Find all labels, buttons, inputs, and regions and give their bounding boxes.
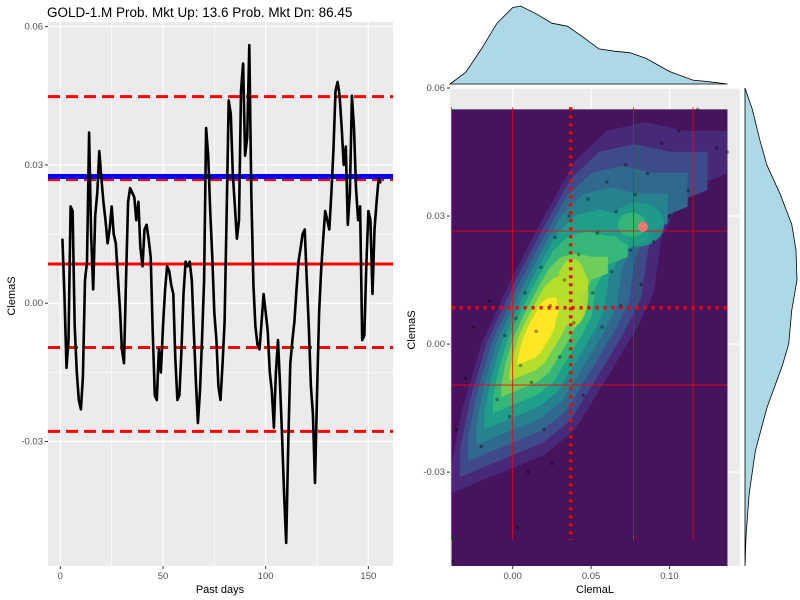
density-lobe (617, 212, 646, 237)
scatter-point (725, 150, 730, 154)
scatter-point (507, 414, 512, 419)
right-marginal-density (744, 87, 798, 567)
scatter-point (586, 197, 590, 201)
scatter-point (550, 461, 554, 466)
scatter-point (609, 269, 614, 274)
scatter-point (590, 291, 595, 295)
right-x-tick-label: 0.05 (582, 571, 601, 582)
scatter-point (451, 559, 455, 564)
scatter-point (495, 397, 499, 402)
right-y-tick-label: 0.00 (427, 339, 446, 350)
scatter-point (645, 171, 650, 176)
scatter-point (557, 355, 562, 359)
scatter-point (667, 214, 672, 218)
density-band (517, 297, 568, 365)
right-density-chart: 0.00 0.05 0.10 -0.03 0.00 0.03 0.06 (423, 5, 798, 582)
scatter-point (471, 325, 476, 329)
scatter-point (572, 320, 576, 325)
scatter-point (463, 376, 468, 381)
scatter-point (659, 141, 664, 146)
scatter-point (515, 525, 520, 530)
scatter-point (581, 393, 586, 398)
right-y-tick-label: -0.03 (423, 467, 445, 478)
top-marginal-density (448, 5, 728, 85)
left-chart-title: GOLD-1.M Prob. Mkt Up: 13.6 Prob. Mkt Dn… (47, 5, 352, 20)
scatter-point (619, 303, 623, 308)
right-x-tick-label: 0.10 (660, 571, 679, 582)
scatter-point (487, 299, 491, 304)
scatter-point (534, 329, 539, 334)
scatter-point (539, 265, 543, 270)
scatter-point (714, 145, 719, 150)
scatter-point (523, 291, 528, 295)
right-x-axis-label: ClemaL (576, 584, 614, 596)
scatter-point (639, 282, 644, 287)
scatter-point (686, 188, 691, 193)
left-y-tick-label: 0.03 (25, 160, 44, 171)
scatter-point (542, 427, 546, 432)
left-x-axis-label: Past days (196, 584, 245, 596)
scatter-point (604, 180, 609, 184)
scatter-point (623, 163, 628, 167)
current-point (637, 221, 648, 232)
scatter-point (503, 333, 507, 338)
left-y-axis-label: ClemaS (6, 276, 18, 315)
scatter-point (633, 192, 637, 197)
left-x-tick-label: 150 (360, 571, 376, 582)
scatter-point (600, 325, 604, 329)
scatter-point (677, 128, 681, 133)
scatter-point (562, 278, 567, 282)
scatter-point (553, 235, 557, 240)
scatter-point (567, 214, 571, 218)
scatter-point (479, 444, 484, 449)
scatter-point (548, 303, 553, 308)
right-y-axis-label: ClemaS (406, 310, 418, 349)
scatter-point (514, 316, 518, 321)
scatter-point (518, 363, 523, 368)
scatter-point (651, 239, 656, 244)
left-x-tick-label: 50 (158, 571, 169, 582)
right-y-tick-label: 0.03 (427, 211, 446, 222)
left-x-tick-label: 100 (258, 571, 274, 582)
left-x-tick-label: 0 (58, 571, 63, 582)
clemas-series-line (61, 43, 382, 545)
scatter-point (595, 231, 600, 235)
scatter-point (628, 248, 633, 252)
scatter-point (695, 107, 700, 112)
left-y-tick-label: -0.03 (21, 437, 43, 448)
scatter-point (454, 427, 459, 432)
right-y-tick-label: 0.06 (427, 83, 446, 94)
scatter-point (614, 209, 618, 214)
left-y-tick-label: 0.00 (25, 298, 44, 309)
left-y-tick-label: 0.06 (25, 22, 44, 33)
scatter-point (526, 470, 531, 474)
left-line-chart: 0 50 100 150 -0.03 0.00 0.03 0.06 (21, 22, 393, 582)
right-x-tick-label: 0.00 (503, 571, 522, 582)
scatter-point (529, 380, 534, 385)
scatter-point (576, 252, 581, 257)
